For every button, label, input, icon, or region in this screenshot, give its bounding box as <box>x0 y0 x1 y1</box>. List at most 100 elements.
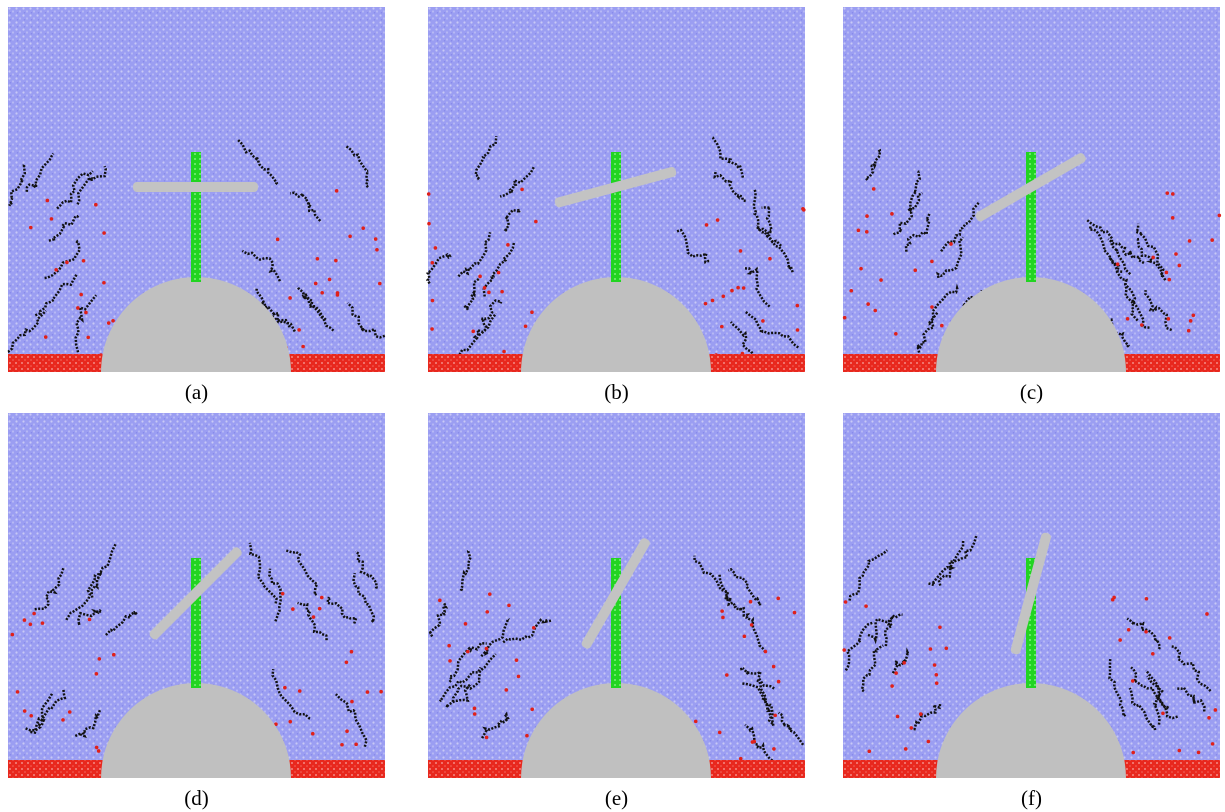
crack <box>48 214 80 242</box>
crack <box>718 574 743 611</box>
broken-particle <box>319 595 324 600</box>
broken-particle <box>710 298 715 303</box>
crack <box>744 723 776 764</box>
broken-particle <box>427 221 431 226</box>
broken-particle <box>274 722 278 727</box>
crack <box>1107 238 1145 265</box>
broken-particle <box>1217 213 1222 218</box>
broken-particle <box>311 615 316 619</box>
rotating-bar <box>1010 532 1051 655</box>
broken-particle <box>750 740 755 744</box>
broken-particle <box>1125 317 1130 321</box>
broken-particle <box>379 689 383 694</box>
crack <box>74 708 102 739</box>
broken-particle <box>930 305 934 309</box>
crack <box>459 549 472 592</box>
broken-particle <box>894 671 898 675</box>
broken-particle <box>430 298 435 303</box>
broken-particle <box>1177 748 1182 753</box>
panel <box>842 413 1220 778</box>
broken-particle <box>344 660 349 665</box>
rotating-bar <box>554 167 677 208</box>
broken-particle <box>761 319 765 323</box>
broken-particle <box>531 625 536 630</box>
broken-particle <box>930 259 934 264</box>
crack <box>482 242 516 297</box>
broken-particle <box>79 292 83 297</box>
crack <box>285 549 319 597</box>
broken-particle <box>514 658 519 662</box>
anchor-rod <box>191 558 201 688</box>
crack <box>755 225 794 273</box>
broken-particle <box>938 625 942 630</box>
broken-particle <box>738 756 743 761</box>
broken-particle <box>1171 192 1175 196</box>
panel <box>428 413 805 778</box>
broken-particle <box>932 663 937 667</box>
broken-particle <box>40 621 45 625</box>
broken-particle <box>340 743 344 747</box>
broken-particle <box>102 280 106 285</box>
crack <box>8 164 27 207</box>
broken-particle <box>320 290 324 295</box>
broken-particle <box>530 707 535 712</box>
broken-particle <box>361 226 366 230</box>
crack <box>928 540 965 587</box>
crack <box>863 148 881 181</box>
broken-particle <box>749 623 754 627</box>
broken-particle <box>84 310 88 315</box>
crack <box>1108 657 1127 719</box>
broken-particle <box>297 328 301 332</box>
crack <box>848 549 888 601</box>
broken-particle <box>895 714 900 719</box>
crack <box>474 136 498 181</box>
broken-particle <box>1130 679 1135 683</box>
broken-particle <box>102 231 106 235</box>
crack <box>907 170 922 214</box>
broken-particle <box>96 749 101 753</box>
broken-particle <box>890 212 894 216</box>
broken-particle <box>375 248 379 252</box>
broken-particle <box>894 331 898 336</box>
crack <box>1126 617 1162 650</box>
broken-particle <box>283 685 287 690</box>
broken-particle <box>86 335 90 340</box>
broken-particle <box>487 290 491 295</box>
broken-particle <box>32 611 36 616</box>
panel-label: (a) <box>185 380 208 404</box>
broken-particle <box>313 281 318 286</box>
crack <box>352 572 376 623</box>
crack <box>345 145 369 188</box>
broken-particle <box>502 349 506 354</box>
broken-particle <box>530 310 534 315</box>
crack <box>34 567 65 611</box>
crack <box>325 596 358 624</box>
crack <box>76 165 107 205</box>
crack <box>745 311 800 349</box>
broken-particle <box>94 745 99 750</box>
broken-particle <box>864 230 869 234</box>
broken-particle <box>730 288 734 293</box>
broken-particle <box>1186 328 1191 333</box>
broken-particle <box>49 217 54 221</box>
crack <box>710 136 745 178</box>
broken-particle <box>28 225 33 230</box>
crack <box>910 703 942 731</box>
broken-particle <box>736 285 740 290</box>
panel-label: (b) <box>604 380 629 404</box>
crack <box>1171 645 1212 692</box>
crack <box>752 188 770 238</box>
broken-particle <box>1166 317 1171 321</box>
broken-particle <box>426 192 431 196</box>
broken-particle <box>720 324 724 329</box>
broken-particle <box>1191 313 1196 318</box>
crack <box>448 641 487 683</box>
crack <box>438 666 482 703</box>
broken-particle <box>725 673 729 677</box>
crack <box>1144 669 1178 720</box>
crack <box>296 285 327 321</box>
rotating-bar <box>149 547 242 640</box>
broken-particle <box>1196 750 1201 755</box>
broken-particle <box>365 690 370 694</box>
broken-particle <box>720 609 724 613</box>
